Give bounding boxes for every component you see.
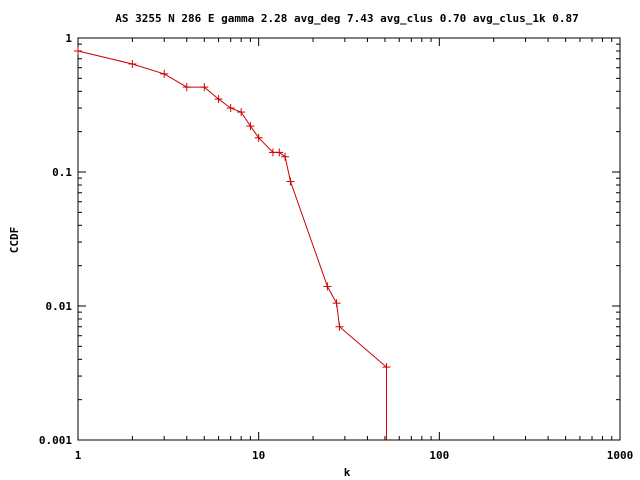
- x-tick-label: 10: [252, 449, 265, 462]
- data-point-marker: [182, 83, 191, 92]
- data-point-marker: [200, 83, 209, 92]
- chart-title: AS 3255 N 286 E gamma 2.28 avg_deg 7.43 …: [115, 12, 579, 25]
- data-point-marker: [160, 69, 169, 78]
- y-tick-label: 0.1: [52, 166, 72, 179]
- y-axis-ticks: 0.001 0.01 0.1 1: [39, 32, 620, 447]
- data-point-marker: [323, 282, 332, 291]
- y-axis-label: CCDF: [8, 227, 21, 254]
- y-tick-label: 0.01: [46, 300, 73, 313]
- x-tick-label: 100: [429, 449, 449, 462]
- x-axis-ticks: 1 10 100 1000: [75, 38, 634, 462]
- x-axis-label: k: [344, 466, 351, 479]
- data-point-marker: [275, 148, 284, 157]
- y-tick-label: 0.001: [39, 434, 72, 447]
- x-tick-label: 1: [75, 449, 82, 462]
- series-line: [77, 50, 387, 440]
- x-tick-label: 1000: [607, 449, 634, 462]
- data-point-marker: [226, 104, 235, 113]
- data-point-marker: [214, 95, 223, 104]
- y-tick-label: 1: [65, 32, 72, 45]
- plot-frame: [77, 37, 621, 441]
- series-group: [74, 46, 391, 440]
- data-point-marker: [335, 322, 344, 331]
- data-point-marker: [286, 177, 295, 186]
- data-point-marker: [382, 363, 391, 372]
- data-point-marker: [237, 108, 246, 117]
- data-point-marker: [281, 152, 290, 161]
- data-point-marker: [254, 133, 263, 142]
- data-point-marker: [128, 59, 137, 68]
- data-point-marker: [74, 46, 82, 55]
- data-point-marker: [246, 122, 255, 131]
- data-point-marker: [332, 299, 341, 308]
